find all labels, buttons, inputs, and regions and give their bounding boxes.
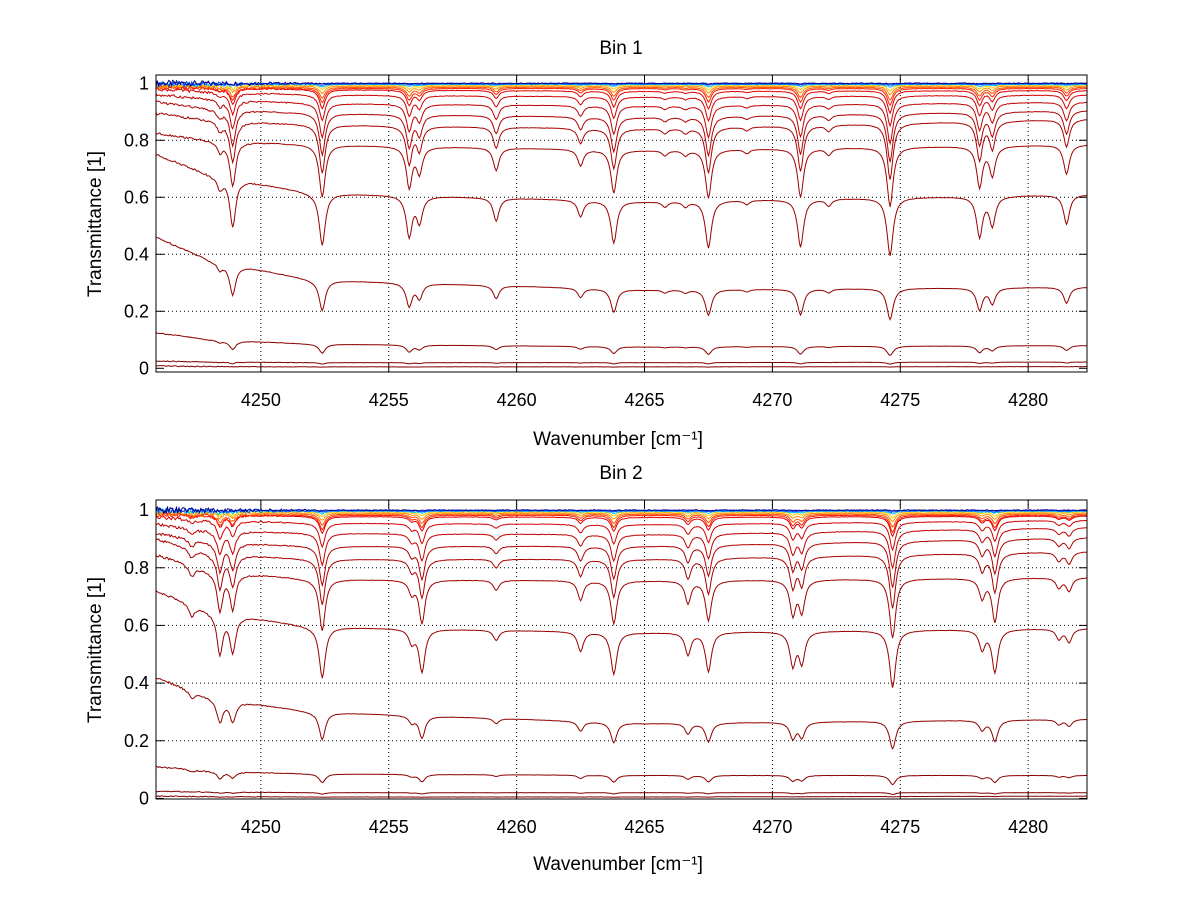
spectrum-series-s12 [156,538,1087,609]
y-axis-label: Transmittance [1] [85,151,106,297]
spectrum-series-s1 [156,505,1087,515]
y-tick-label: 1 [139,500,149,520]
x-tick-label: 4280 [1008,817,1048,837]
spectrum-series-s7 [156,86,1087,107]
spectrum-series-s11 [156,100,1087,163]
x-tick-label: 4275 [880,817,920,837]
y-tick-label: 0.8 [124,130,149,150]
spectrum-series-s7 [156,512,1087,534]
spectrum-series-s8 [156,511,1087,538]
spectrum-series-s13 [156,554,1087,639]
spectrum-series-s10 [156,93,1087,146]
x-tick-label: 4250 [241,390,281,410]
spectrum-series-s11 [156,532,1087,588]
spectrum-series-s14 [156,590,1087,688]
axes-bin-2: Bin 2 Wavenumber [cm⁻¹] Transmittance [1… [85,463,1088,875]
x-axis-label: Wavenumber [cm⁻¹] [533,429,703,450]
spectrum-series-s10 [156,522,1087,570]
spectrum-series-s1 [156,79,1087,88]
x-tick-label: 4265 [624,390,664,410]
spectrum-series-s18 [156,365,1087,368]
x-tick-label: 4280 [1008,390,1048,410]
y-tick-label: 0 [139,788,149,808]
x-axis-label: Wavenumber [cm⁻¹] [533,854,703,875]
spectrum-series-s8 [156,84,1087,115]
spectrum-series-s15 [156,236,1087,321]
y-tick-label: 0.4 [124,244,149,264]
y-tick-label: 0.8 [124,558,149,578]
spectrum-series-s12 [156,112,1087,180]
spectrum-series-s5 [156,83,1087,96]
spectrum-series-s16 [156,765,1087,786]
x-tick-label: 4260 [497,817,537,837]
y-tick-label: 0.4 [124,673,149,693]
spectrum-series-s15 [156,677,1087,750]
x-tick-label: 4275 [880,390,920,410]
x-tick-label: 4250 [241,817,281,837]
spectrum-series-s9 [156,515,1087,552]
spectrum-series-s18 [156,795,1087,798]
chart-title: Bin 2 [599,463,642,484]
y-axis-label: Transmittance [1] [85,577,106,723]
spectrum-series-s9 [156,86,1087,128]
spectrum-series-s6 [156,85,1087,101]
axes-frame [155,499,1088,800]
y-tick-label: 0.6 [124,615,149,635]
spectrum-series-s2 [156,506,1087,515]
x-tick-label: 4270 [752,390,792,410]
spectrum-series-s5 [156,510,1087,523]
x-tick-label: 4265 [624,817,664,837]
spectrum-series-s6 [156,511,1087,528]
axes-bin-1: Bin 1 Wavenumber [cm⁻¹] Transmittance [1… [85,38,1088,450]
y-tick-label: 0.2 [124,731,149,751]
y-tick-label: 0.6 [124,187,149,207]
x-tick-label: 4255 [369,390,409,410]
spectrum-series-s16 [156,332,1087,357]
x-tick-label: 4270 [752,817,792,837]
chart-title: Bin 1 [599,38,642,59]
y-tick-label: 1 [139,73,149,93]
spectrum-series-s13 [156,132,1087,207]
x-tick-label: 4260 [497,390,537,410]
x-tick-label: 4255 [369,817,409,837]
spectrum-series-s14 [156,154,1087,256]
spectrum-series-s4 [156,509,1087,519]
y-tick-label: 0 [139,358,149,378]
axes-frame [155,74,1088,373]
y-tick-label: 0.2 [124,301,149,321]
spectrum-series-s17 [156,790,1087,795]
spectrum-series-s17 [156,360,1087,365]
